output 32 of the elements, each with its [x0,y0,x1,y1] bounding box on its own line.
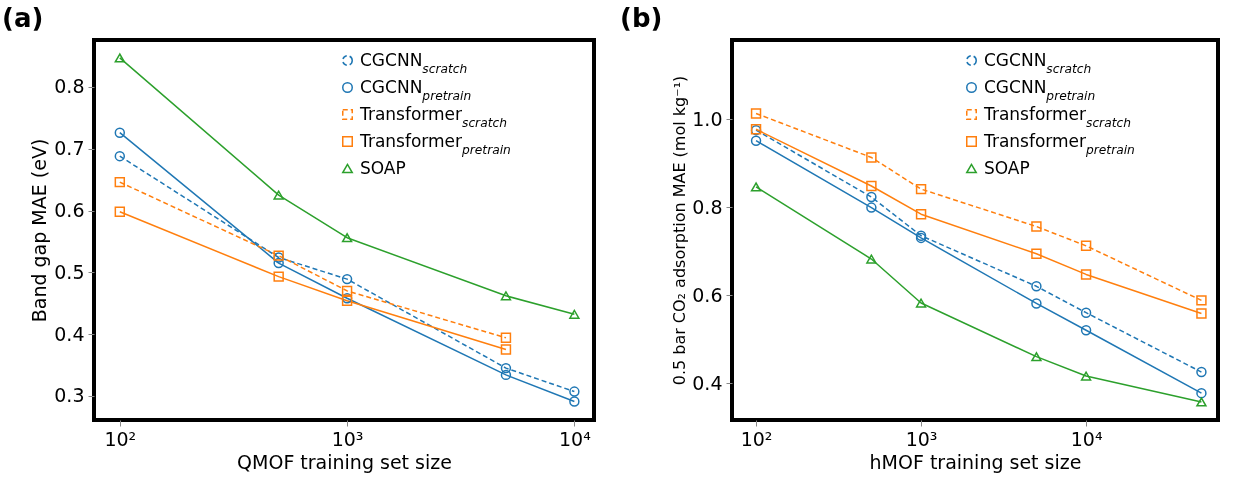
legend-label: Transformer$_{scratch}$ [359,103,507,130]
chart-title: (b) [620,3,663,33]
legend-label: CGCNN$_{pretrain}$ [360,76,472,103]
y-tick-label: 1.0 [692,107,723,130]
legend-label: SOAP [360,157,406,178]
legend-label: CGCNN$_{scratch}$ [984,49,1092,76]
y-tick-label: 0.7 [54,137,85,160]
legend-label: Transformer$_{pretrain}$ [359,130,511,157]
x-tick-label: 10³ [331,427,364,450]
y-tick-label: 0.8 [692,195,723,218]
y-tick-label: 0.8 [54,75,85,98]
legend-label: SOAP [984,157,1030,178]
y-tick-label: 0.3 [54,384,85,407]
y-tick-label: 0.5 [54,260,85,283]
y-tick-label: 0.4 [54,322,85,345]
x-tick-label: 10² [104,427,137,450]
chart-title: (a) [2,3,44,33]
y-axis-title: Band gap MAE (eV) [28,138,51,323]
x-tick-label: 10⁴ [558,427,592,450]
legend-label: CGCNN$_{scratch}$ [360,49,468,76]
x-tick-label: 10⁴ [1070,427,1103,450]
legend-label: Transformer$_{scratch}$ [983,103,1131,130]
x-axis-title: QMOF training set size [237,450,452,473]
y-tick-label: 0.6 [692,283,723,306]
legend-label: CGCNN$_{pretrain}$ [984,76,1096,103]
x-tick-label: 10³ [905,427,938,450]
x-axis-title: hMOF training set size [869,450,1082,473]
legend-label: Transformer$_{pretrain}$ [983,130,1135,157]
x-tick-label: 10² [740,427,773,450]
y-axis-title: 0.5 bar CO₂ adsorption MAE (mol kg⁻¹) [670,75,690,386]
y-tick-label: 0.6 [54,199,85,222]
y-tick-label: 0.4 [692,371,723,394]
